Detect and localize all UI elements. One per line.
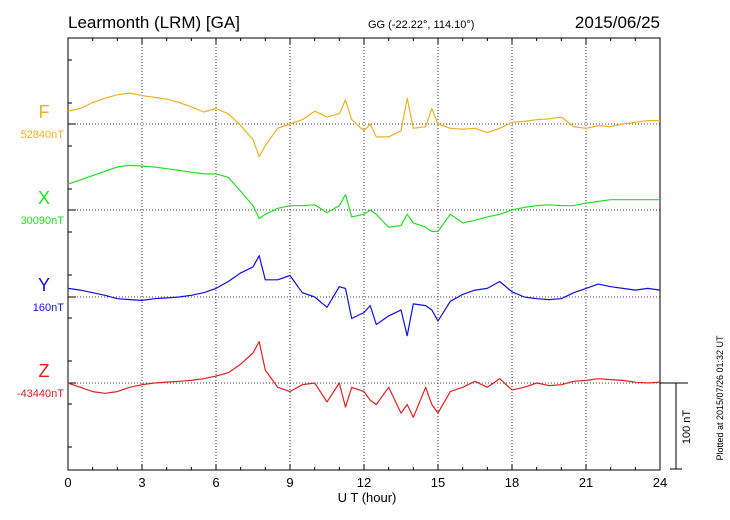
x-axis-label: U T (hour): [338, 490, 397, 505]
series-baseline-x: 30090nT: [21, 215, 65, 227]
x-tick-label: 15: [431, 475, 445, 490]
plotted-timestamp: Plotted at 2015/07/26 01:32 UT: [715, 335, 725, 461]
series-line-x: [67, 164, 660, 233]
series-baseline-f: 52840nT: [21, 129, 65, 141]
series-line-f: [67, 92, 660, 158]
x-tick-label: 18: [505, 475, 519, 490]
series-baseline-y: 160nT: [33, 302, 64, 314]
x-tick-label: 12: [357, 475, 371, 490]
series-name-z: Z: [39, 361, 50, 381]
station-title: Learmonth (LRM) [GA]: [68, 13, 240, 32]
x-tick-label: 24: [653, 475, 667, 490]
series-line-z: [67, 341, 661, 418]
x-tick-label: 9: [286, 475, 293, 490]
scale-bar: 100 nT: [660, 382, 693, 470]
x-tick-label: 6: [212, 475, 219, 490]
series-labels: F 52840nT X 30090nT Y 160nT Z -43440nT: [17, 102, 64, 400]
station-coordinates: GG (-22.22°, 114.10°): [368, 19, 474, 31]
series-line-y: [67, 255, 661, 337]
x-tick-label: 21: [579, 475, 593, 490]
x-axis-ticks: 0 3 6 9 12 15 18 21 24: [64, 38, 667, 490]
series-name-x: X: [38, 188, 50, 208]
x-tick-label: 0: [64, 475, 71, 490]
series-group: [67, 92, 661, 418]
series-name-f: F: [39, 102, 50, 122]
plot-date: 2015/06/25: [575, 13, 660, 32]
grid: [68, 38, 660, 470]
series-name-y: Y: [38, 275, 50, 295]
series-baseline-z: -43440nT: [17, 388, 64, 400]
x-tick-label: 3: [138, 475, 145, 490]
scale-bar-label: 100 nT: [681, 410, 693, 445]
